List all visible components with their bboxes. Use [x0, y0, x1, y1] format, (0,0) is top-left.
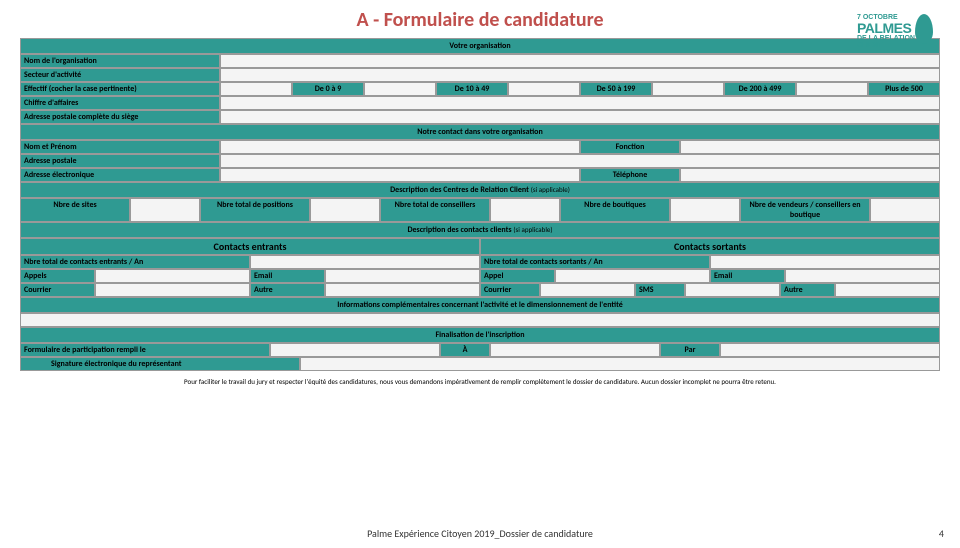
in-email-label: Email: [250, 269, 325, 283]
final-par-field[interactable]: [720, 343, 940, 357]
crc-vendeurs-label: Nbre de vendeurs / conseillers en boutiq…: [740, 198, 870, 222]
contact-function-field[interactable]: [680, 140, 940, 154]
final-a-label: À: [440, 343, 490, 357]
crc-positions-field[interactable]: [310, 198, 380, 222]
out-email-field[interactable]: [785, 269, 940, 283]
section-contacts-clients: Description des contacts clients (si app…: [20, 222, 940, 238]
effectif-range-3: De 50 à 199: [580, 82, 652, 96]
org-sector-field[interactable]: [220, 68, 940, 82]
effectif-check-3[interactable]: [508, 82, 580, 96]
out-appel-field[interactable]: [555, 269, 710, 283]
contacts-out-header: Contacts sortants: [480, 238, 940, 255]
out-autre-field[interactable]: [835, 283, 940, 297]
contacts-in-header: Contacts entrants: [20, 238, 480, 255]
final-signature-label: Signature électronique du représentant: [20, 357, 300, 371]
contact-phone-field[interactable]: [680, 168, 940, 182]
in-total-label: Nbre total de contacts entrants / An: [20, 255, 250, 269]
out-sms-label: SMS: [635, 283, 685, 297]
in-courrier-field[interactable]: [95, 283, 250, 297]
contact-email-field[interactable]: [220, 168, 580, 182]
org-effectif-label: Effectif (cocher la case pertinente): [20, 82, 220, 96]
out-total-label: Nbre total de contacts sortants / An: [480, 255, 710, 269]
final-rempli-field[interactable]: [270, 343, 440, 357]
in-total-field[interactable]: [250, 255, 480, 269]
final-rempli-label: Formulaire de participation rempli le: [20, 343, 270, 357]
crc-vendeurs-field[interactable]: [870, 198, 940, 222]
org-sector-label: Secteur d'activité: [20, 68, 220, 82]
palm-fish-icon: [915, 14, 933, 44]
contact-name-label: Nom et Prénom: [20, 140, 220, 154]
out-courrier-label: Courrier: [480, 283, 540, 297]
contact-phone-label: Téléphone: [580, 168, 680, 182]
form-table: Votre organisation Nom de l'organisation…: [20, 38, 940, 371]
effectif-range-4: De 200 à 499: [724, 82, 796, 96]
effectif-range-2: De 10 à 49: [436, 82, 508, 96]
effectif-range-1: De 0 à 9: [292, 82, 364, 96]
event-logo: 7 OCTOBRE PALMES DE LA RELATION CLIENT: [857, 14, 952, 49]
in-autre-label: Autre: [250, 283, 325, 297]
out-total-field[interactable]: [710, 255, 940, 269]
effectif-check-4[interactable]: [652, 82, 724, 96]
out-appel-label: Appel: [480, 269, 555, 283]
section-contact: Notre contact dans votre organisation: [20, 124, 940, 140]
org-revenue-label: Chiffre d'affaires: [20, 96, 220, 110]
page-number: 4: [939, 527, 944, 540]
crc-boutiques-label: Nbre de boutiques: [560, 198, 670, 222]
org-name-label: Nom de l'organisation: [20, 54, 220, 68]
in-appels-field[interactable]: [95, 269, 250, 283]
final-a-field[interactable]: [490, 343, 660, 357]
out-courrier-field[interactable]: [540, 283, 635, 297]
out-email-label: Email: [710, 269, 785, 283]
section-final: Finalisation de l'inscription: [20, 327, 940, 343]
org-address-field[interactable]: [220, 110, 940, 124]
org-address-label: Adresse postale complète du siège: [20, 110, 220, 124]
effectif-check-2[interactable]: [364, 82, 436, 96]
in-email-field[interactable]: [325, 269, 480, 283]
final-par-label: Par: [660, 343, 720, 357]
in-appels-label: Appels: [20, 269, 95, 283]
crc-conseillers-field[interactable]: [490, 198, 560, 222]
org-name-field[interactable]: [220, 54, 940, 68]
crc-boutiques-field[interactable]: [670, 198, 740, 222]
org-revenue-field[interactable]: [220, 96, 940, 110]
crc-sites-field[interactable]: [130, 198, 200, 222]
contact-address-label: Adresse postale: [20, 154, 220, 168]
contact-address-field[interactable]: [220, 154, 940, 168]
crc-positions-label: Nbre total de positions: [200, 198, 310, 222]
effectif-check-1[interactable]: [220, 82, 292, 96]
compl-field[interactable]: [20, 313, 940, 327]
section-org: Votre organisation: [20, 38, 940, 54]
disclaimer-note: Pour faciliter le travail du jury et res…: [40, 377, 920, 386]
out-sms-field[interactable]: [685, 283, 780, 297]
contact-email-label: Adresse électronique: [20, 168, 220, 182]
effectif-range-5: Plus de 500: [868, 82, 940, 96]
contact-function-label: Fonction: [580, 140, 680, 154]
footer-text: Palme Expérience Citoyen 2019_Dossier de…: [0, 527, 960, 540]
crc-conseillers-label: Nbre total de conseillers: [380, 198, 490, 222]
section-crc: Description des Centres de Relation Clie…: [20, 182, 940, 198]
contact-name-field[interactable]: [220, 140, 580, 154]
in-autre-field[interactable]: [325, 283, 480, 297]
in-courrier-label: Courrier: [20, 283, 95, 297]
page-title: A - Formulaire de candidature: [0, 8, 960, 32]
out-autre-label: Autre: [780, 283, 835, 297]
effectif-check-5[interactable]: [796, 82, 868, 96]
crc-sites-label: Nbre de sites: [20, 198, 130, 222]
section-compl: Informations complémentaires concernant …: [20, 297, 940, 313]
final-signature-field[interactable]: [300, 357, 940, 371]
